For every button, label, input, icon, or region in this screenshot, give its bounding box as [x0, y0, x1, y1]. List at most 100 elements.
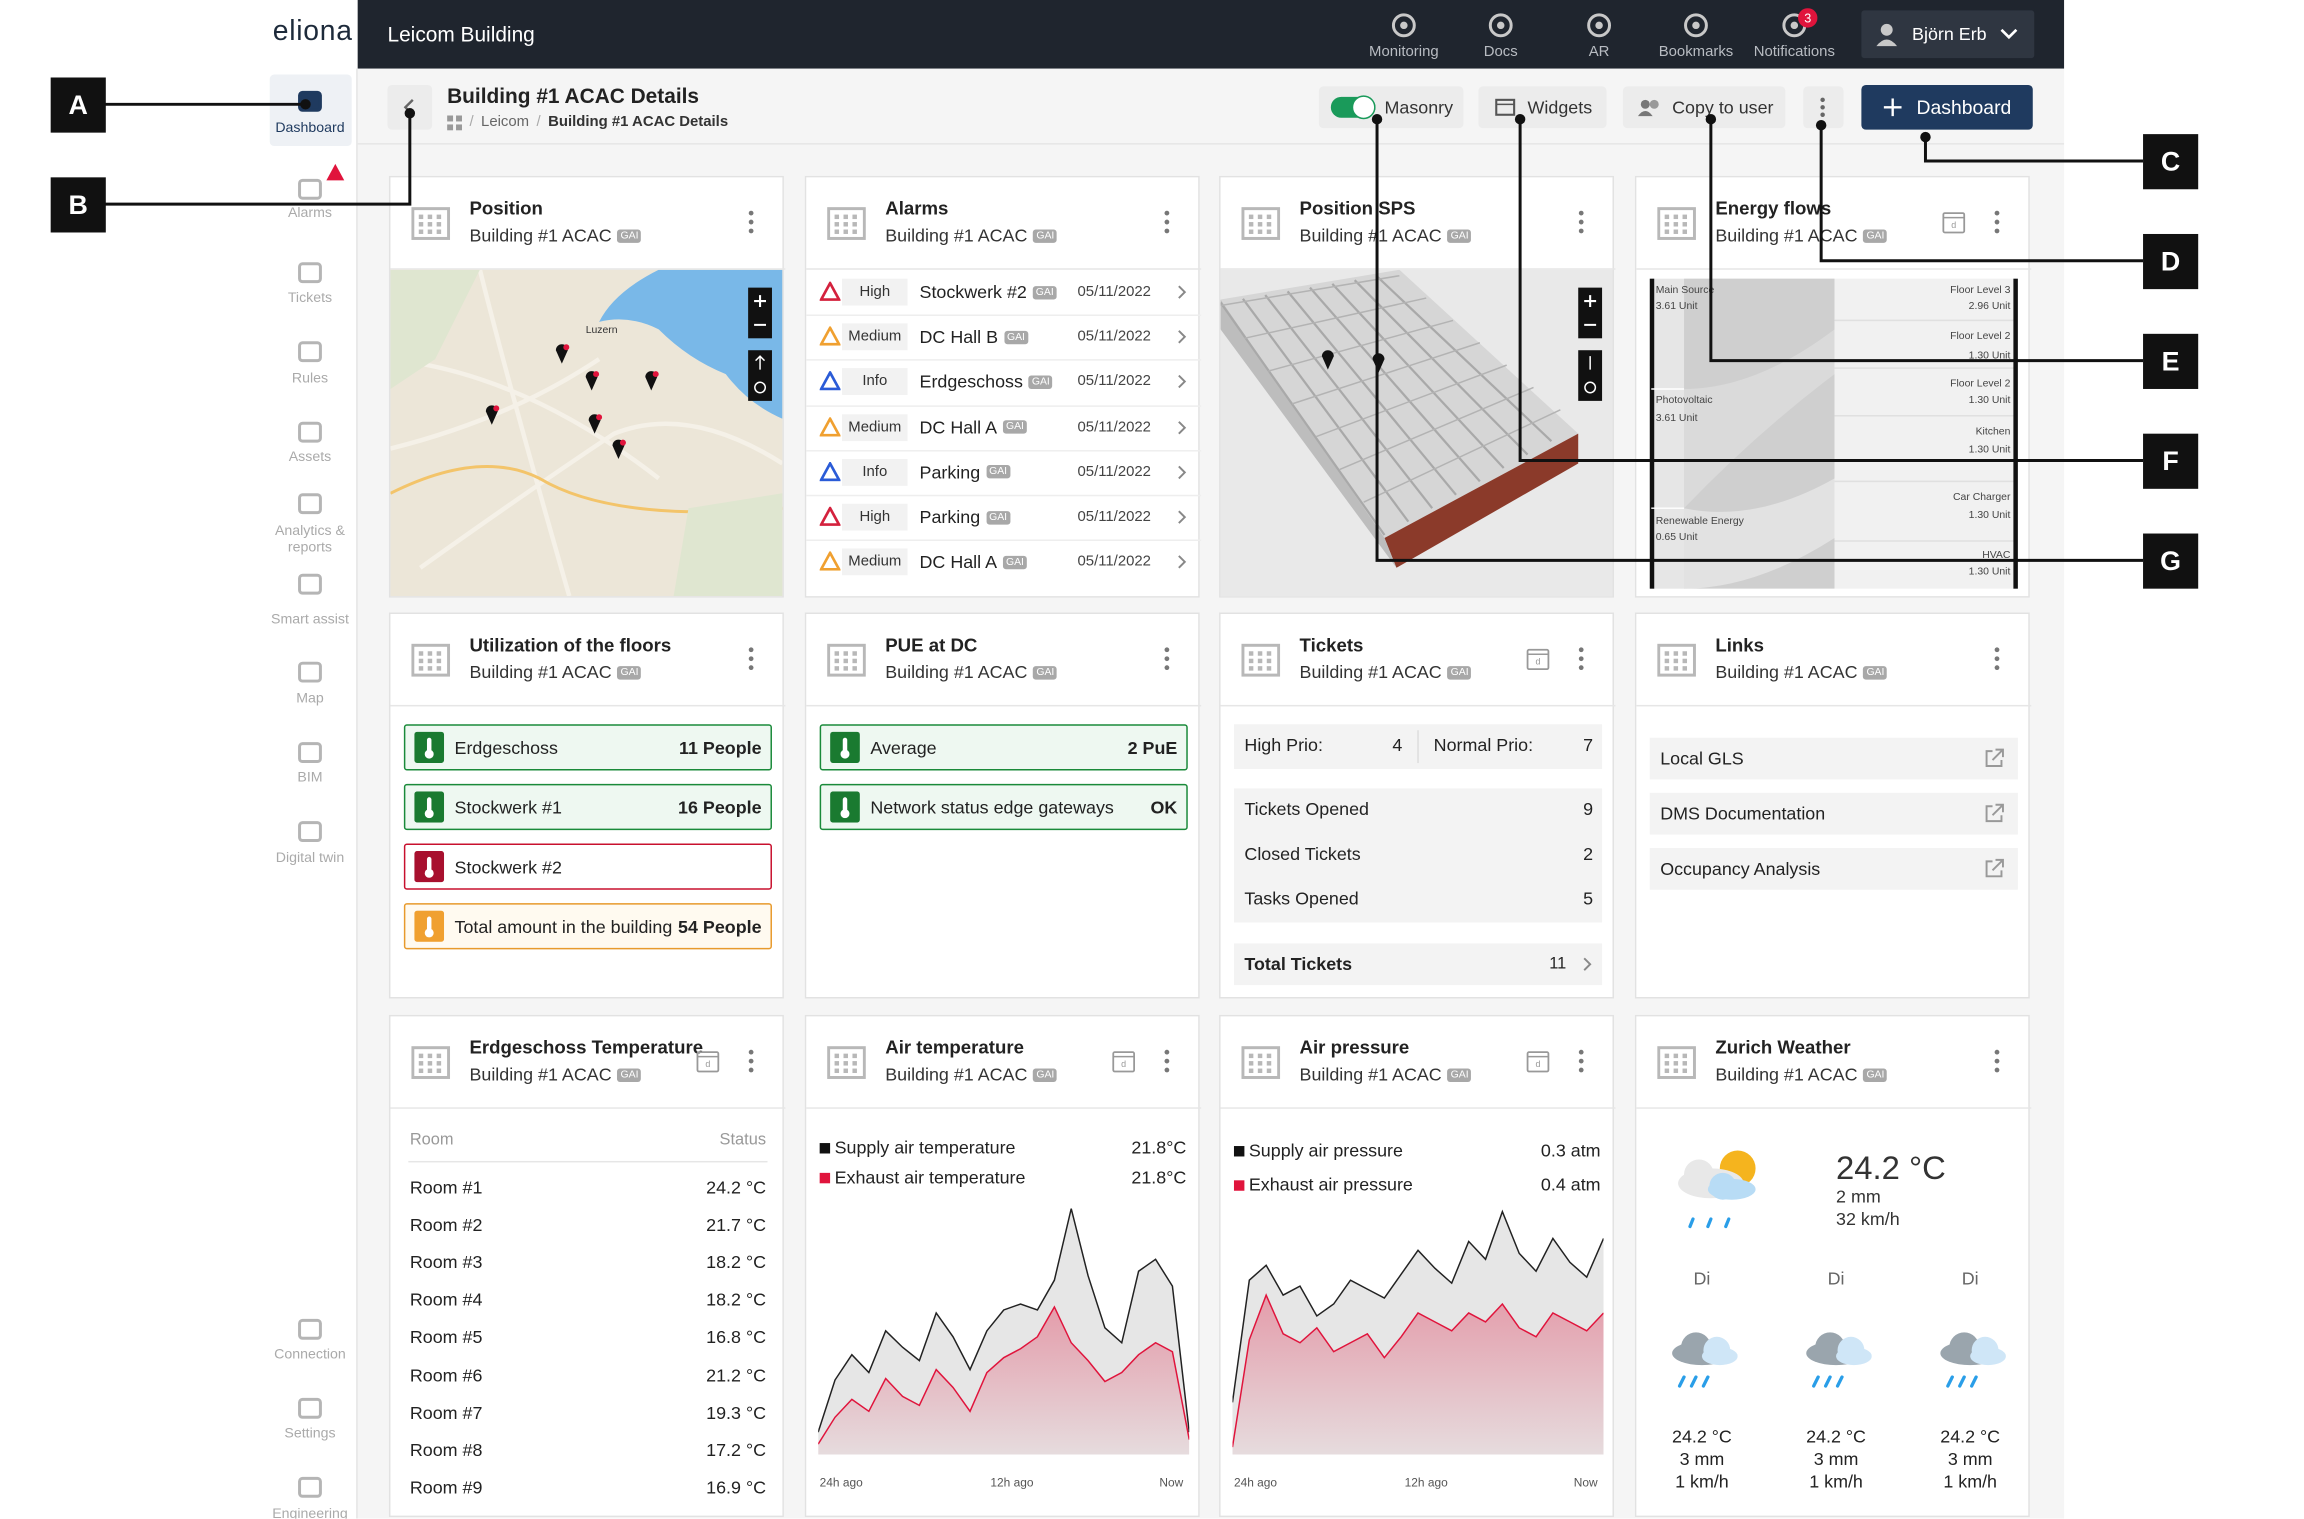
rect-shape — [1673, 222, 1679, 227]
tag: GAI — [1003, 330, 1028, 344]
rect-shape — [852, 1068, 857, 1074]
widget-subtitle: Building #1 ACAC — [885, 661, 1028, 683]
sidebar-icon[interactable] — [297, 420, 324, 444]
sidebar-icon[interactable] — [297, 89, 324, 113]
total-box[interactable] — [1233, 943, 1603, 986]
circle-shape — [1578, 1067, 1584, 1073]
calendar-button[interactable]: d — [1942, 210, 1966, 234]
sidebar-icon[interactable] — [297, 1317, 324, 1341]
circle-shape — [1820, 105, 1825, 110]
calendar-button[interactable]: d — [696, 1049, 720, 1073]
kebab-button[interactable] — [748, 210, 754, 234]
kebab-button[interactable] — [1164, 210, 1170, 234]
kebab-button[interactable] — [1164, 1049, 1170, 1073]
circle-shape — [748, 219, 754, 225]
rect-shape — [411, 1046, 451, 1079]
kebab — [1820, 97, 1825, 117]
rect-shape — [427, 1061, 433, 1066]
link-row[interactable] — [1649, 737, 2018, 780]
sankey-value: 1.30 Unit — [1968, 350, 2011, 362]
rect-shape — [298, 421, 322, 443]
alarm-location: DC Hall A — [919, 551, 998, 573]
toggle[interactable] — [1329, 94, 1377, 121]
widget-subtitle-row: Building #1 ACAC GAI — [469, 1064, 642, 1085]
separator: / — [536, 114, 541, 131]
room-name: Room #7 — [409, 1401, 483, 1423]
legend-swatch — [819, 1172, 831, 1184]
circle-shape — [1400, 21, 1408, 30]
rect-shape — [418, 214, 424, 220]
current-temp: 24.2 °C — [1836, 1149, 1946, 1187]
topbar-icon[interactable] — [1586, 12, 1613, 39]
sidebar-icon[interactable] — [297, 177, 324, 201]
calendar-button[interactable]: d — [1112, 1049, 1136, 1073]
legend-value: 21.8°C — [1131, 1137, 1187, 1158]
forecast-temp: 24.2 °C — [1672, 1426, 1732, 1448]
page-title: Building #1 ACAC Details — [447, 83, 700, 108]
link-row[interactable] — [1649, 847, 2018, 890]
sidebar-icon[interactable] — [297, 261, 324, 285]
rect-shape — [852, 222, 857, 227]
rect-shape — [426, 737, 432, 753]
sidebar-icon[interactable] — [297, 340, 324, 364]
rect-shape — [696, 1051, 720, 1073]
legend-label: Supply air temperature — [834, 1137, 1016, 1158]
status-value: 11 People — [679, 737, 762, 759]
kebab-button[interactable] — [1578, 210, 1584, 234]
tag: GAI — [986, 510, 1011, 524]
topbar-icon[interactable] — [1487, 12, 1514, 39]
kebab-button[interactable] — [748, 1049, 754, 1073]
topbar-icon[interactable] — [1683, 12, 1710, 39]
forecast-temp: 24.2 °C — [1806, 1426, 1866, 1448]
kebab-button[interactable] — [1994, 647, 2000, 671]
ticket-value: 2 — [1583, 843, 1594, 865]
sidebar-icon[interactable] — [297, 741, 324, 765]
tag: GAI — [617, 228, 642, 243]
kebab-button[interactable] — [1164, 647, 1170, 671]
kebab-button[interactable] — [1578, 1049, 1584, 1073]
sidebar-icon[interactable] — [297, 820, 324, 844]
path-shape — [754, 295, 767, 326]
level-pill — [842, 323, 908, 351]
row-chevron[interactable] — [1176, 285, 1188, 300]
sidebar-icon[interactable] — [297, 572, 324, 596]
sidebar-icon[interactable] — [297, 1475, 324, 1499]
sidebar-icon[interactable] — [297, 492, 324, 516]
row-chevron[interactable] — [1176, 465, 1188, 480]
rect-shape — [1266, 1061, 1272, 1066]
calendar-button[interactable]: d — [1526, 647, 1550, 671]
link-row[interactable] — [1649, 792, 2018, 835]
circle-shape — [1994, 656, 2000, 662]
status-name: Erdgeschoss — [454, 737, 558, 759]
row-chevron[interactable] — [1176, 420, 1188, 435]
path-shape — [818, 1306, 1190, 1455]
rect-shape — [852, 1053, 857, 1059]
rect-shape — [834, 1053, 840, 1059]
rect-shape — [427, 214, 433, 220]
widget-title: Air pressure — [1299, 1037, 1410, 1059]
widget-card: Links Building #1 ACAC GAI Local GLS DMS Doc… — [1634, 612, 2032, 999]
toolbar-label: Copy to user — [1672, 96, 1774, 118]
row-chevron[interactable] — [1176, 330, 1188, 345]
sidebar-icon[interactable] — [297, 1396, 324, 1420]
forecast-icon — [1672, 1332, 1738, 1388]
calendar-button[interactable]: d — [1526, 1049, 1550, 1073]
widget-subtitle: Building #1 ACAC — [469, 661, 612, 683]
path-shape — [1178, 420, 1187, 434]
row-chevron[interactable] — [1176, 510, 1188, 525]
status-row — [403, 724, 772, 771]
kebab-button[interactable] — [748, 647, 754, 671]
rect-shape — [456, 123, 462, 130]
row-chevron[interactable] — [1176, 555, 1188, 570]
kebab-button[interactable] — [1994, 210, 2000, 234]
path-shape — [1883, 98, 1902, 117]
kebab-button[interactable] — [1578, 647, 1584, 671]
notification-badge — [1798, 8, 1818, 28]
rect-shape — [1248, 658, 1254, 664]
total-value: 11 — [1549, 955, 1567, 974]
topbar-icon[interactable] — [1390, 12, 1417, 39]
row-chevron[interactable] — [1176, 375, 1188, 390]
kebab-button[interactable] — [1994, 1049, 2000, 1073]
sidebar-icon[interactable] — [297, 660, 324, 684]
